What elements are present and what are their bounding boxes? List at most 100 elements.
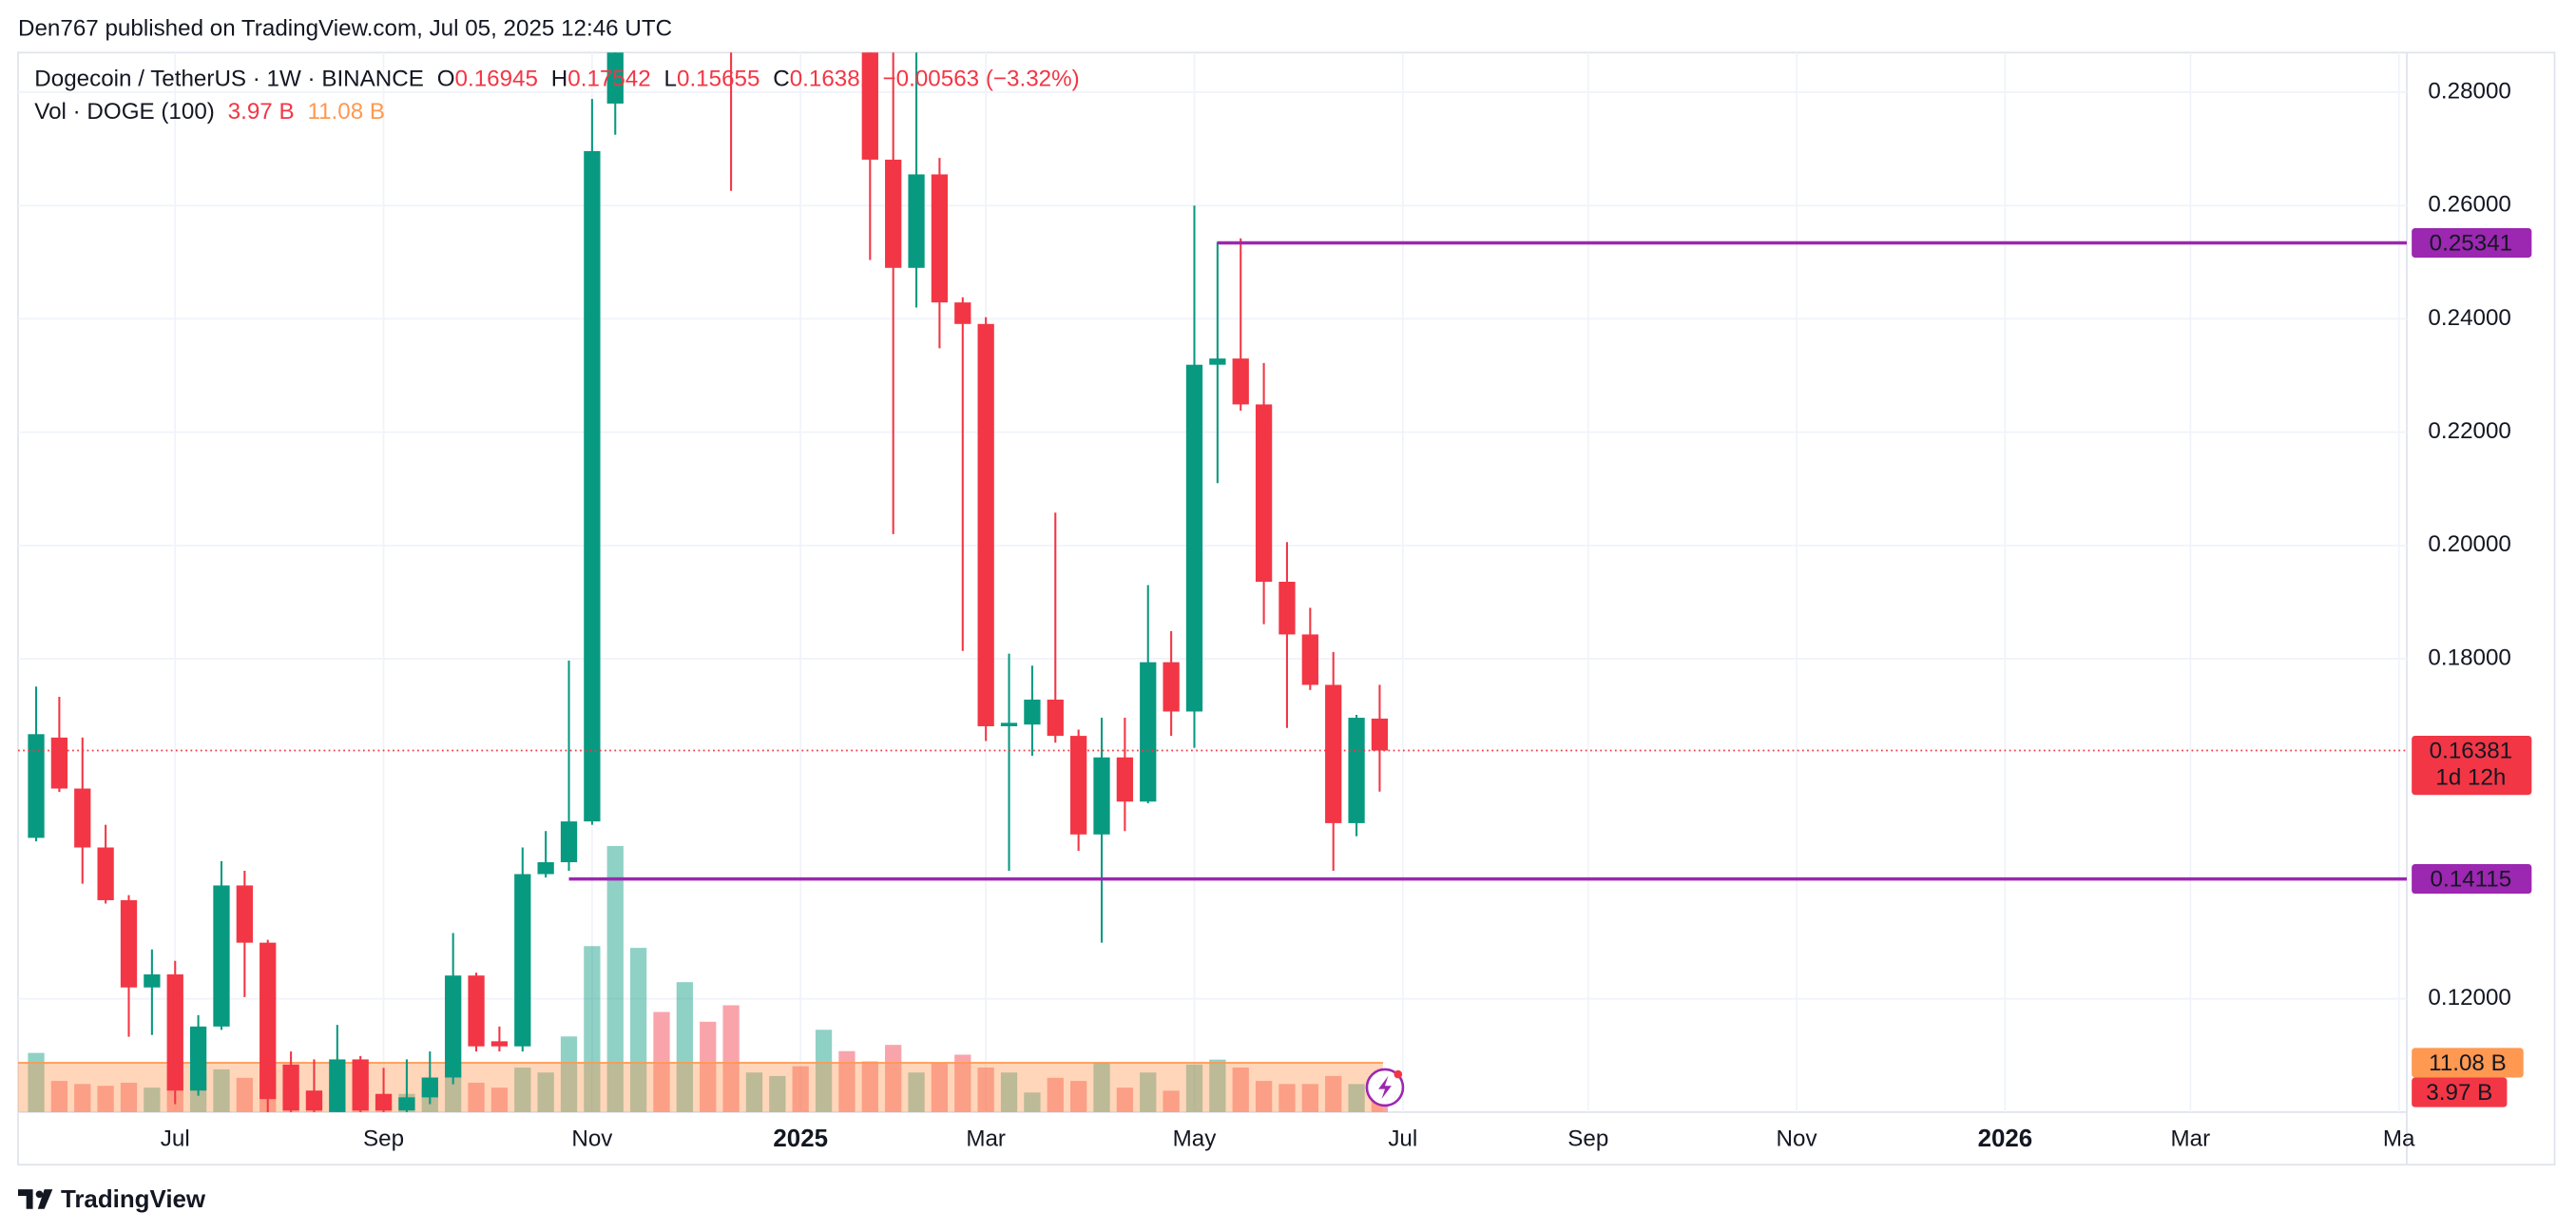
- candle-body: [954, 302, 971, 324]
- candle-body: [1185, 364, 1203, 712]
- legend-line: Dogecoin / TetherUS · 1W · BINANCE O0.169…: [34, 67, 1079, 92]
- volume-name: Vol · DOGE (100): [34, 100, 215, 125]
- candle-body: [977, 323, 994, 726]
- candle-body: [50, 737, 68, 789]
- volume-bar: [28, 1052, 45, 1112]
- candle-body: [1093, 757, 1110, 835]
- volume-pane: [18, 845, 1389, 1112]
- candle-body: [166, 974, 183, 1091]
- price-badge-label: 0.25341: [2430, 231, 2512, 257]
- candle-body: [1278, 581, 1296, 635]
- candle-body: [861, 52, 878, 160]
- x-tick-label: Mar: [2171, 1126, 2211, 1152]
- x-tick-label: 2026: [1978, 1126, 2033, 1152]
- volume-bar: [977, 1068, 994, 1112]
- x-tick-label: Sep: [1567, 1126, 1608, 1152]
- volume-bar: [815, 1030, 833, 1112]
- volume-bar: [1140, 1072, 1157, 1112]
- volume-bar: [1278, 1084, 1296, 1112]
- volume-bar: [1348, 1084, 1365, 1112]
- price-badge-label: 0.14115: [2431, 867, 2512, 893]
- x-tick-label: Nov: [1777, 1126, 1818, 1152]
- volume-ma-badge-label: 11.08 B: [2429, 1050, 2507, 1076]
- replay-icon-dot: [1394, 1069, 1403, 1079]
- y-tick-label: 0.22000: [2428, 418, 2510, 444]
- grid: [18, 52, 2407, 1112]
- y-tick-label: 0.18000: [2428, 645, 2510, 670]
- ohlc-key: H: [551, 67, 567, 92]
- overlays: 0.28000 0.26000 0.24000 0.22000 0.20000 0.180…: [18, 78, 2532, 1152]
- candle-body: [445, 975, 462, 1078]
- price-badge: [2412, 864, 2532, 895]
- volume-bar: [1163, 1090, 1180, 1112]
- volume-bar: [537, 1072, 554, 1112]
- x-tick-label: Mar: [966, 1126, 1006, 1152]
- volume-bar: [74, 1084, 91, 1112]
- candle-body: [213, 885, 230, 1027]
- volume-bar: [50, 1081, 68, 1112]
- volume-bar: [1093, 1062, 1110, 1112]
- replay-icon-bolt: [1378, 1075, 1392, 1100]
- candle-body: [375, 1093, 393, 1111]
- candle-body: [282, 1064, 299, 1111]
- volume-bar: [700, 1021, 717, 1112]
- volume-bar: [722, 1005, 740, 1112]
- candle-body: [1047, 699, 1064, 737]
- volume-bar: [1301, 1084, 1318, 1112]
- y-tick-label: 0.20000: [2428, 531, 2510, 557]
- volume-bar: [584, 946, 601, 1112]
- volume-bar: [560, 1036, 578, 1112]
- volume-ma-area: [18, 1062, 1383, 1112]
- volume-bar: [1047, 1077, 1064, 1112]
- x-tick-label: Jul: [1388, 1126, 1417, 1152]
- change-value: −0.00563 (−3.32%): [883, 67, 1080, 92]
- volume-bar: [490, 1088, 509, 1112]
- candle-body: [606, 52, 624, 104]
- candle-body: [236, 885, 253, 943]
- candle-body: [1255, 404, 1273, 582]
- volume-bar: [908, 1072, 925, 1112]
- ohlc-key: C: [773, 67, 789, 92]
- volume-bar: [838, 1050, 855, 1112]
- brand-name: TradingView: [61, 1186, 206, 1213]
- candle-body: [421, 1077, 438, 1098]
- volume-ma-badge: [2412, 1048, 2524, 1078]
- candle-body: [1069, 736, 1087, 835]
- x-tick-label: May: [1173, 1126, 1218, 1152]
- y-tick-label: 0.26000: [2428, 192, 2510, 218]
- candle-body: [1209, 358, 1226, 365]
- ohlc-key: L: [664, 67, 677, 92]
- symbol-title: Dogecoin / TetherUS · 1W · BINANCE: [34, 67, 424, 92]
- candle-body: [514, 874, 531, 1047]
- y-tick-label: 0.28000: [2428, 78, 2510, 104]
- volume-bar: [1000, 1072, 1018, 1112]
- volume-bar: [629, 948, 647, 1112]
- candles: [28, 52, 1389, 1112]
- candle-body: [1325, 684, 1342, 823]
- candle-body: [144, 974, 161, 988]
- volume-bar: [1069, 1081, 1087, 1112]
- candle-body: [490, 1041, 509, 1047]
- chart-frame: [17, 51, 2556, 1166]
- volume-bar: [1255, 1081, 1273, 1112]
- volume-bar: [931, 1062, 949, 1112]
- candle-body: [305, 1090, 323, 1111]
- candle-body: [1140, 662, 1157, 802]
- ohlc-value: 0.15655: [677, 67, 759, 92]
- candle-body: [97, 847, 114, 900]
- volume-bar: [1185, 1064, 1203, 1112]
- publisher-line: Den767 published on TradingView.com, Jul…: [18, 15, 672, 41]
- volume-bar: [97, 1086, 114, 1112]
- volume-bar: [144, 1088, 161, 1112]
- candle-body: [931, 174, 949, 303]
- volume-badge: [2412, 1077, 2508, 1107]
- x-tick-label: Jul: [161, 1126, 190, 1152]
- volume-bar: [1232, 1068, 1249, 1112]
- volume-bar: [1116, 1088, 1134, 1112]
- candle-body: [885, 159, 902, 268]
- candle-body: [468, 975, 485, 1047]
- volume-bar: [954, 1054, 971, 1112]
- y-tick-label: 0.24000: [2428, 305, 2510, 331]
- volume-bar: [1024, 1092, 1041, 1112]
